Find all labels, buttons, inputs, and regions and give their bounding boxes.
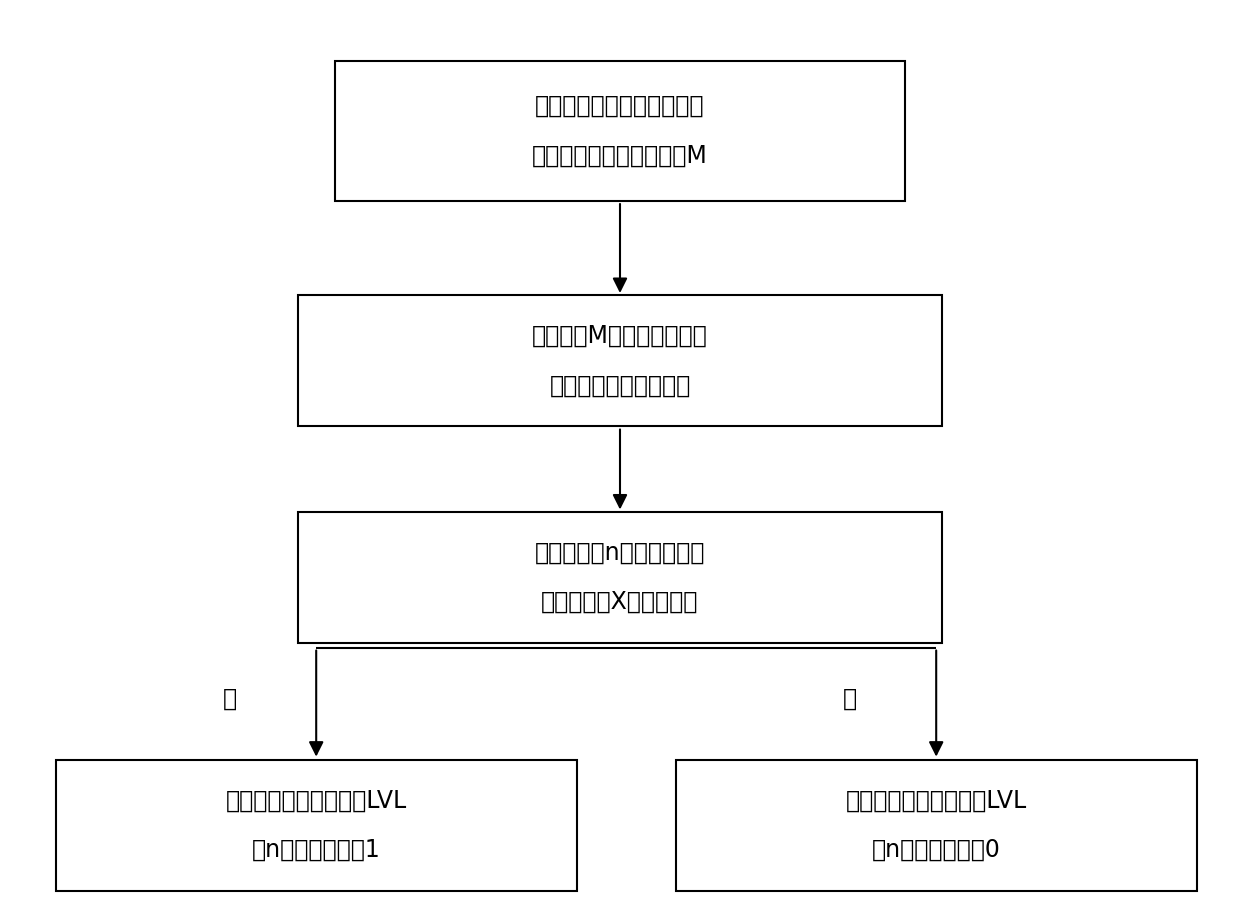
Text: 该芯片对应的开关电平LVL: 该芯片对应的开关电平LVL [226, 788, 407, 813]
Text: （n）控制代码为1: （n）控制代码为1 [252, 838, 381, 862]
Text: 查询出第M芯片组内包含的: 查询出第M芯片组内包含的 [532, 324, 708, 348]
Text: 高: 高 [222, 687, 237, 711]
Text: 其他行的驱动芯片编号: 其他行的驱动芯片编号 [549, 373, 691, 398]
Bar [335, 61, 905, 201]
Bar [298, 512, 942, 642]
Text: （n）控制代码丰0: （n）控制代码丰0 [872, 838, 1001, 862]
Bar [676, 759, 1197, 891]
Text: 低: 低 [842, 687, 857, 711]
Bar [56, 759, 577, 891]
Text: 判断所控继电器的对应驱动: 判断所控继电器的对应驱动 [536, 94, 704, 118]
Text: 相同输出位X的输出状态: 相同输出位X的输出状态 [542, 590, 698, 614]
Text: 查询组内第n个驱动芯片的: 查询组内第n个驱动芯片的 [534, 540, 706, 565]
Text: 芯片在所在芯片组的编号M: 芯片在所在芯片组的编号M [532, 143, 708, 168]
Text: 该芯片对应的开关电平LVL: 该芯片对应的开关电平LVL [846, 788, 1027, 813]
Bar [298, 296, 942, 427]
